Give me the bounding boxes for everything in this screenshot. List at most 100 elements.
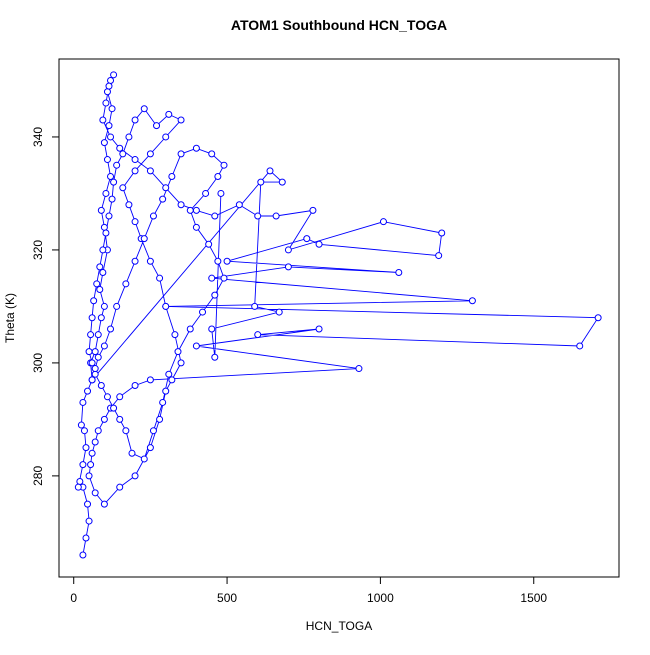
data-point [94,427,102,435]
data-point [102,99,110,107]
data-point [177,359,185,367]
data-point [171,331,179,339]
data-point [119,150,127,158]
data-point [91,489,99,497]
data-point [217,189,225,197]
data-point [214,172,222,180]
data-point [94,331,102,339]
data-point [208,325,216,333]
data-point [103,393,111,401]
data-point [192,206,200,214]
data-point [79,551,87,559]
data-point [168,376,176,384]
data-point [315,325,323,333]
data-point [438,229,446,237]
data-point [149,427,157,435]
data-point [74,483,82,491]
data-point [88,359,96,367]
data-point [108,195,116,203]
data-point [116,483,124,491]
data-point [100,415,108,423]
data-line [77,74,599,556]
data-point [211,212,219,220]
data-point [99,269,107,277]
data-point [208,150,216,158]
data-point [156,415,164,423]
data-point [192,144,200,152]
data-point [379,218,387,226]
chart-title: ATOM1 Southbound HCN_TOGA [231,17,447,33]
data-point [284,263,292,271]
data-point [131,116,139,124]
data-point [278,178,286,186]
data-point [254,212,262,220]
data-point [80,427,88,435]
data-point [192,342,200,350]
data-point [82,444,90,452]
data-point [303,235,311,243]
data-point [97,314,105,322]
data-point [177,201,185,209]
data-point [186,325,194,333]
data-point [254,331,262,339]
data-point [103,156,111,164]
data-point [100,342,108,350]
data-point [214,257,222,265]
data-point [99,246,107,254]
data-point [87,461,95,469]
data-point [275,308,283,316]
data-point [272,212,280,220]
data-point [146,376,154,384]
data-point [257,178,265,186]
data-point [162,184,170,192]
data-point [468,297,476,305]
data-point [140,235,148,243]
data-point [146,150,154,158]
data-point [105,212,113,220]
plot-frame [58,58,620,578]
data-point [82,534,90,542]
data-point [113,161,121,169]
data-point [140,105,148,113]
data-point [208,274,216,282]
data-point [205,240,213,248]
data-point [131,382,139,390]
data-point [107,172,115,180]
data-point [131,167,139,175]
data-point [266,167,274,175]
data-point [88,449,96,457]
data-point [84,387,92,395]
data-point [284,246,292,254]
data-point [107,133,115,141]
data-point [119,184,127,192]
y-tick-label: 300 [31,353,45,373]
data-point [76,478,84,486]
data-point [174,348,182,356]
data-point [97,382,105,390]
data-point [79,398,87,406]
data-point [177,150,185,158]
data-point [125,133,133,141]
data-point [125,201,133,209]
data-point [107,76,115,84]
data-point [186,206,194,214]
data-point [110,178,118,186]
data-point [110,71,118,79]
data-point [159,195,167,203]
data-point [108,105,116,113]
data-point [88,314,96,322]
x-axis-label: HCN_TOGA [306,619,372,633]
data-point [355,365,363,373]
y-tick-label: 280 [31,466,45,486]
data-point [202,189,210,197]
data-point [177,116,185,124]
data-point [220,274,228,282]
data-point [220,161,228,169]
x-tick-label: 1000 [367,591,394,605]
data-point [91,438,99,446]
data-point [90,297,98,305]
data-point [165,370,173,378]
data-point [199,308,207,316]
data-point [91,370,99,378]
